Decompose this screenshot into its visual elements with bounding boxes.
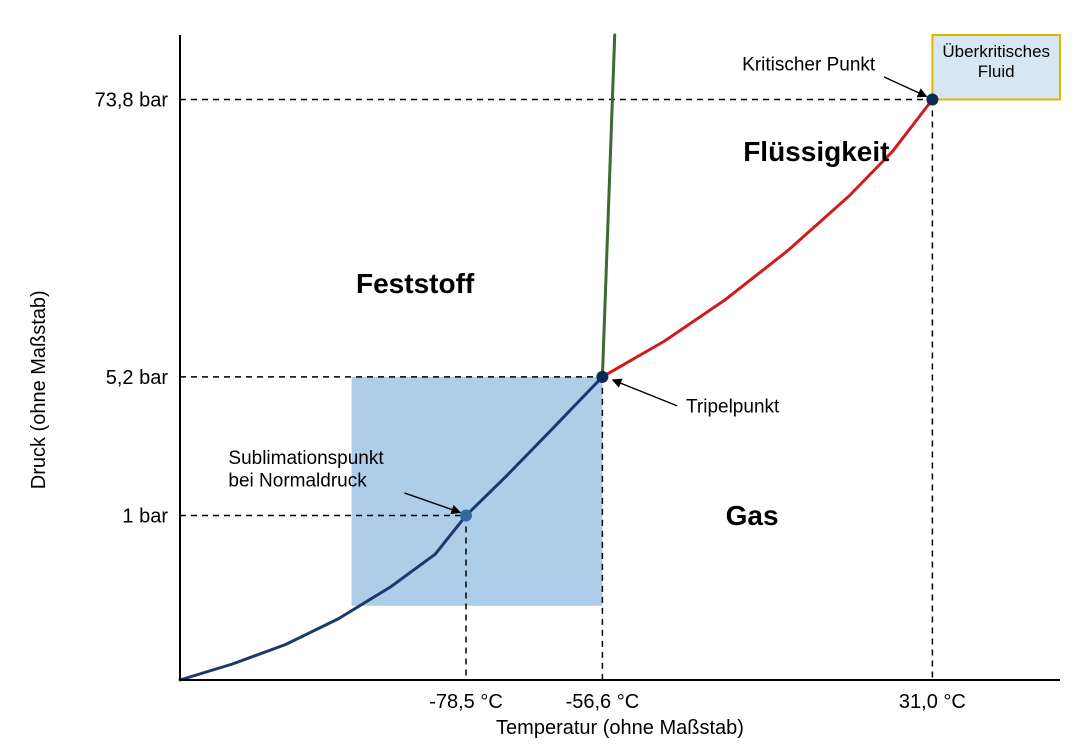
x-axis-label: Temperatur (ohne Maßstab) <box>496 717 744 739</box>
annotation-3: bei Normaldruck <box>228 471 367 492</box>
phase-diagram-container: ÜberkritischesFluid Feststoff Flüssigkeit G… <box>0 0 1081 745</box>
x-tick-1: -56,6 °C <box>566 691 640 713</box>
melting-curve <box>602 35 614 377</box>
supercritical-label-1: Überkritisches <box>942 42 1050 61</box>
phase-label-1: Flüssigkeit <box>743 136 889 167</box>
annotation-1: Kritischer Punkt <box>742 54 876 75</box>
x-tick-0: -78,5 °C <box>429 691 503 713</box>
y-axis-label: Druck (ohne Maßstab) <box>28 290 50 489</box>
triple-point <box>596 371 608 383</box>
phase-diagram-svg: ÜberkritischesFluid Feststoff Flüssigkeit G… <box>0 0 1081 745</box>
annotation-arrow-1 <box>884 77 926 96</box>
y-tick-0: 73,8 bar <box>95 90 169 112</box>
sublimation-point <box>460 510 472 522</box>
x-tick-2: 31,0 °C <box>899 691 966 713</box>
annotation-arrow-0 <box>613 380 677 406</box>
y-tick-1: 5,2 bar <box>106 367 169 389</box>
annotation-0: Tripelpunkt <box>686 396 780 417</box>
critical-point <box>926 94 938 106</box>
phase-label-0: Feststoff <box>356 268 475 299</box>
y-tick-2: 1 bar <box>122 506 168 528</box>
phase-label-2: Gas <box>726 500 779 531</box>
shaded-region <box>352 377 603 606</box>
supercritical-label-2: Fluid <box>978 62 1015 81</box>
annotation-2: Sublimationspunkt <box>228 448 384 469</box>
